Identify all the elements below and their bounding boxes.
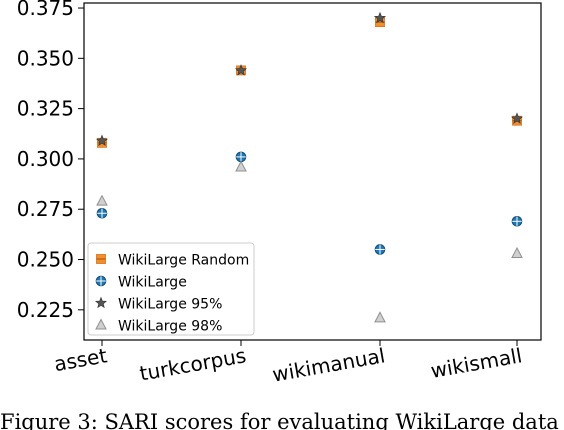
x-axis: asset turkcorpus wikimanual wikismall <box>52 340 524 387</box>
y-tick-label: 0.225 <box>17 298 74 322</box>
data-point-triangle <box>374 311 386 323</box>
y-tick-label: 0.300 <box>17 147 74 171</box>
data-point-circle-plus <box>374 244 386 255</box>
data-point-star <box>373 11 387 24</box>
data-point-triangle <box>235 160 247 172</box>
y-axis: 0.225 0.250 0.275 0.300 0.325 0.350 0.375 <box>17 0 84 322</box>
legend: WikiLarge Random WikiLarge WikiLarge 95% Wi… <box>87 242 255 336</box>
data-point-triangle <box>511 246 523 258</box>
legend-marker-circle-plus <box>95 275 107 287</box>
y-tick-label: 0.325 <box>17 97 74 121</box>
legend-box <box>87 242 255 336</box>
legend-label: WikiLarge <box>118 275 187 291</box>
legend-marker-triangle <box>95 318 107 330</box>
y-tick-label: 0.375 <box>17 0 74 20</box>
y-tick-label: 0.250 <box>17 248 74 272</box>
x-tick-label: asset <box>52 343 109 376</box>
y-tick-label: 0.350 <box>17 46 74 70</box>
legend-marker-square <box>96 254 106 264</box>
data-point-circle-plus <box>511 215 523 227</box>
legend-label: WikiLarge Random <box>118 253 249 269</box>
legend-label: WikiLarge 98% <box>118 319 222 335</box>
x-tick-label: wikismall <box>429 343 524 383</box>
data-point-star <box>95 134 109 146</box>
scatter-chart: 0.225 0.250 0.275 0.300 0.325 0.350 0.375 asse… <box>17 0 542 387</box>
data-point-circle-plus <box>96 207 108 219</box>
x-tick-label: turkcorpus <box>138 343 248 385</box>
y-tick-label: 0.275 <box>17 197 74 221</box>
legend-label: WikiLarge 95% <box>118 297 222 313</box>
data-point-star <box>510 112 524 124</box>
data-point-circle-plus <box>235 151 247 163</box>
x-tick-label: wikimanual <box>270 343 386 386</box>
figure-caption: Figure 3: SARI scores for evaluating Wik… <box>0 412 559 430</box>
data-points <box>95 11 524 323</box>
data-point-star <box>234 64 248 76</box>
data-point-triangle <box>96 194 108 206</box>
legend-marker-star <box>94 296 108 309</box>
